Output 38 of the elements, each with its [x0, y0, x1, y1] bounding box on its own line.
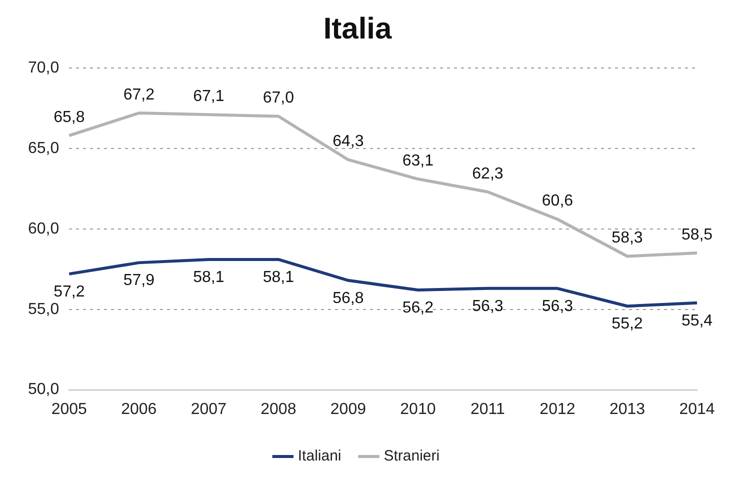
y-tick-label: 60,0	[28, 220, 60, 238]
data-label: 58,1	[262, 268, 294, 286]
y-tick-label: 55,0	[28, 300, 60, 318]
data-label: 57,2	[54, 283, 85, 300]
x-tick-label: 2008	[260, 400, 296, 418]
data-label: 67,0	[262, 90, 294, 107]
data-label: 56,2	[402, 299, 434, 316]
data-label: 55,4	[681, 312, 713, 330]
y-tick-label: 65,0	[28, 140, 60, 157]
x-tick-label: 2010	[400, 400, 436, 418]
data-label: 67,2	[123, 86, 155, 104]
data-label: 58,5	[681, 226, 713, 244]
y-tick-label: 70,0	[28, 59, 60, 76]
x-tick-label: 2014	[679, 400, 715, 418]
x-tick-label: 2013	[609, 400, 646, 418]
data-label: 62,3	[472, 165, 504, 182]
x-tick-label: 2011	[470, 400, 506, 418]
data-label: 63,1	[402, 152, 434, 170]
legend-label: Stranieri	[384, 448, 440, 465]
data-label: 60,6	[542, 192, 574, 210]
data-label: 55,2	[612, 316, 643, 333]
x-tick-label: 2009	[330, 400, 366, 418]
data-label: 56,8	[332, 290, 364, 307]
x-tick-label: 2012	[540, 400, 576, 418]
x-tick-label: 2006	[121, 400, 157, 418]
data-label: 58,3	[612, 230, 643, 247]
legend-label: Italiani	[298, 448, 342, 465]
x-tick-label: 2007	[190, 400, 227, 418]
data-label: 64,3	[332, 133, 364, 150]
data-label: 65,8	[54, 108, 85, 126]
data-label: 57,9	[123, 272, 155, 290]
y-tick-label: 50,0	[28, 381, 60, 398]
data-label: 67,1	[193, 88, 224, 106]
data-label: 56,3	[542, 298, 574, 315]
x-tick-label: 2005	[51, 400, 88, 418]
chart-title: Italia	[323, 12, 392, 46]
data-label: 56,3	[472, 298, 504, 315]
data-label: 58,1	[193, 268, 224, 286]
